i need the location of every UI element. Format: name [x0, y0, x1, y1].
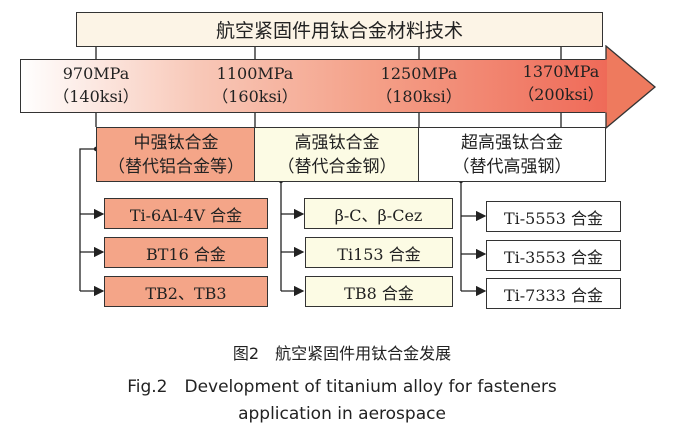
alloy-box: Ti153 合金	[305, 237, 453, 268]
strength-level-1250: 1250MPa （180ksi）	[376, 64, 462, 106]
category-high-strength: 高强钛合金 （替代合金钢）	[254, 127, 420, 182]
strength-level-1370: 1370MPa （200ksi）	[518, 62, 604, 104]
alloy-box: Ti-7333 合金	[486, 278, 621, 309]
alloy-box: Ti-6Al-4V 合金	[104, 198, 268, 229]
caption-english-line1: Fig.2 Development of titanium alloy for …	[127, 377, 557, 397]
strength-arrow-bar	[20, 59, 608, 113]
arrow-head-icon	[605, 45, 657, 129]
alloy-box: TB8 合金	[305, 276, 453, 307]
alloy-box: BT16 合金	[104, 237, 268, 268]
strength-level-970: 970MPa （140ksi）	[53, 64, 139, 106]
alloy-box: Ti-5553 合金	[486, 201, 621, 232]
strength-level-1100: 1100MPa （160ksi）	[212, 64, 298, 106]
connector-lines	[79, 47, 562, 297]
alloy-box: Ti-3553 合金	[486, 240, 621, 271]
category-medium-strength: 中强钛合金 （替代铝合金等）	[96, 127, 256, 182]
alloy-box: β-C、β-Cez	[304, 198, 453, 229]
alloy-box: TB2、TB3	[104, 276, 268, 307]
caption-chinese: 图2 航空紧固件用钛合金发展	[232, 344, 452, 363]
caption-english-line2: application in aerospace	[238, 404, 446, 424]
category-ultra-high-strength: 超高强钛合金 （替代高强钢）	[418, 127, 606, 182]
diagram-title: 航空紧固件用钛合金材料技术	[76, 12, 603, 47]
